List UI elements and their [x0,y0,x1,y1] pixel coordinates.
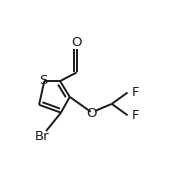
Text: F: F [132,86,139,99]
Text: O: O [86,107,97,120]
Text: F: F [132,109,139,122]
Text: O: O [72,36,82,49]
Text: S: S [39,74,48,87]
Text: Br: Br [34,130,49,143]
